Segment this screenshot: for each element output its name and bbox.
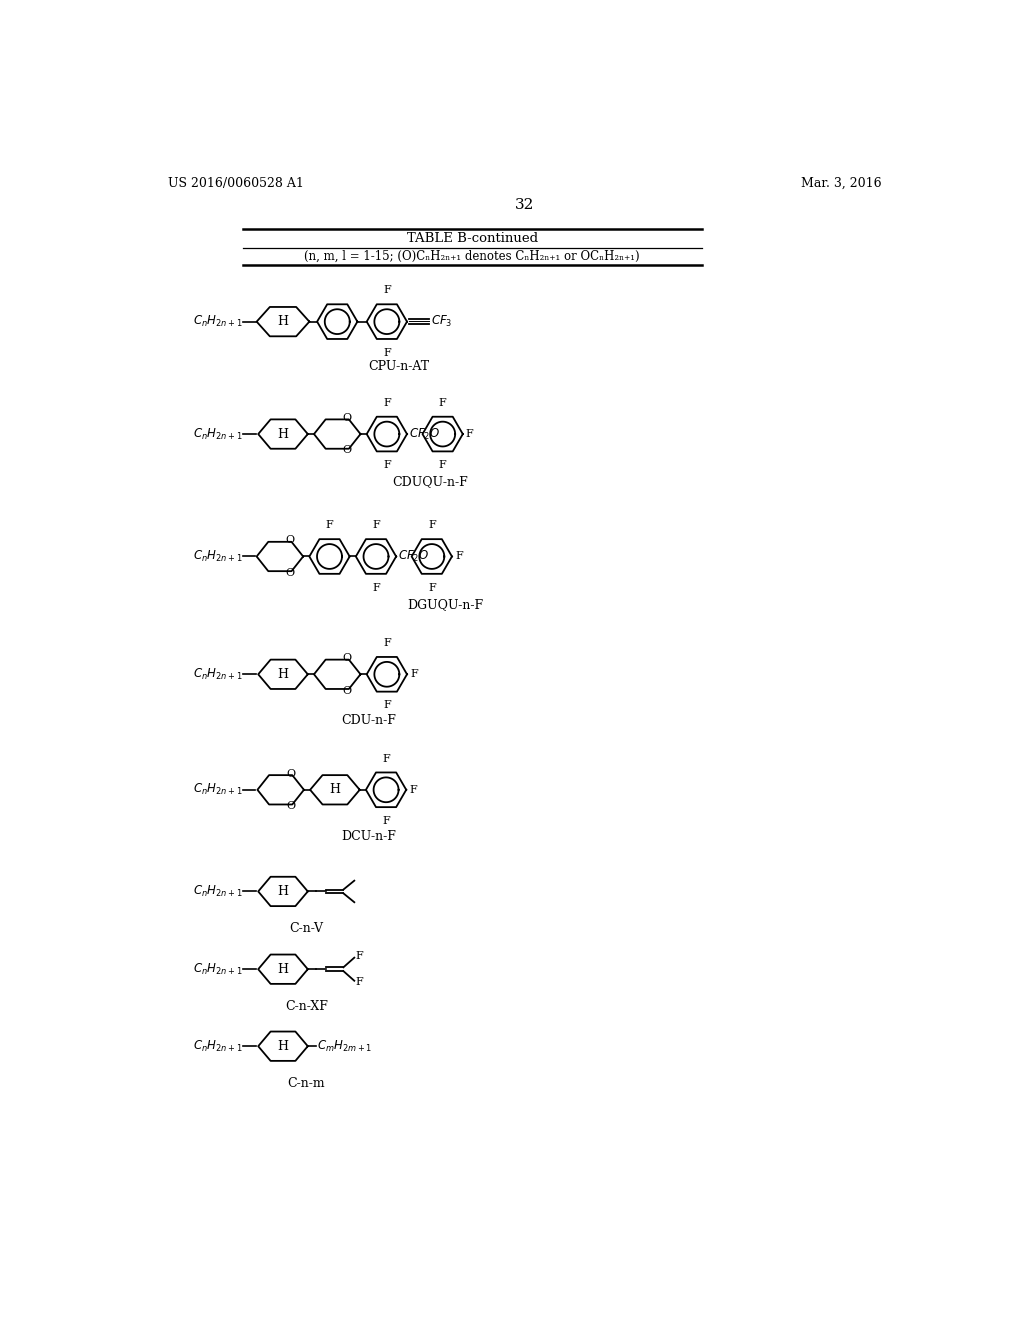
Text: C-n-V: C-n-V bbox=[289, 921, 324, 935]
Text: F: F bbox=[383, 348, 391, 358]
Text: F: F bbox=[356, 977, 364, 987]
Text: F: F bbox=[372, 582, 380, 593]
Text: DGUQU-n-F: DGUQU-n-F bbox=[408, 598, 483, 611]
Text: F: F bbox=[383, 701, 391, 710]
Text: O: O bbox=[343, 653, 352, 663]
Text: CPU-n-AT: CPU-n-AT bbox=[369, 360, 430, 372]
Text: H: H bbox=[278, 428, 289, 441]
Text: F: F bbox=[410, 669, 418, 680]
Text: F: F bbox=[383, 397, 391, 408]
Text: $C_nH_{2n+1}$: $C_nH_{2n+1}$ bbox=[194, 667, 243, 682]
Text: F: F bbox=[428, 520, 435, 531]
Text: H: H bbox=[278, 962, 289, 975]
Text: O: O bbox=[286, 768, 295, 779]
Text: 32: 32 bbox=[515, 198, 535, 211]
Text: O: O bbox=[286, 536, 295, 545]
Text: (n, m, l = 1-15; (O)CₙH₂ₙ₊₁ denotes CₙH₂ₙ₊₁ or OCₙH₂ₙ₊₁): (n, m, l = 1-15; (O)CₙH₂ₙ₊₁ denotes CₙH₂… bbox=[304, 249, 640, 263]
Text: O: O bbox=[286, 568, 295, 578]
Text: F: F bbox=[372, 520, 380, 531]
Text: $C_nH_{2n+1}$: $C_nH_{2n+1}$ bbox=[194, 783, 243, 797]
Text: $CF_3$: $CF_3$ bbox=[431, 314, 453, 329]
Text: F: F bbox=[438, 461, 446, 470]
Text: F: F bbox=[326, 520, 334, 531]
Text: $C_mH_{2m+1}$: $C_mH_{2m+1}$ bbox=[317, 1039, 372, 1053]
Text: $C_nH_{2n+1}$: $C_nH_{2n+1}$ bbox=[194, 426, 243, 442]
Text: $C_nH_{2n+1}$: $C_nH_{2n+1}$ bbox=[194, 962, 243, 977]
Text: F: F bbox=[466, 429, 474, 440]
Text: CDU-n-F: CDU-n-F bbox=[341, 714, 395, 727]
Text: F: F bbox=[383, 285, 391, 296]
Text: O: O bbox=[343, 685, 352, 696]
Text: $C_nH_{2n+1}$: $C_nH_{2n+1}$ bbox=[194, 1039, 243, 1053]
Text: F: F bbox=[382, 754, 390, 763]
Text: H: H bbox=[278, 1040, 289, 1053]
Text: F: F bbox=[383, 461, 391, 470]
Text: Mar. 3, 2016: Mar. 3, 2016 bbox=[801, 177, 882, 190]
Text: $CF_2O$: $CF_2O$ bbox=[409, 426, 440, 442]
Text: CDUQU-n-F: CDUQU-n-F bbox=[392, 475, 468, 488]
Text: TABLE B-continued: TABLE B-continued bbox=[407, 232, 538, 246]
Text: H: H bbox=[278, 884, 289, 898]
Text: $C_nH_{2n+1}$: $C_nH_{2n+1}$ bbox=[194, 884, 243, 899]
Text: $C_nH_{2n+1}$: $C_nH_{2n+1}$ bbox=[194, 314, 243, 329]
Text: C-n-m: C-n-m bbox=[288, 1077, 325, 1090]
Text: F: F bbox=[382, 816, 390, 826]
Text: $CF_2O$: $CF_2O$ bbox=[397, 549, 429, 564]
Text: H: H bbox=[330, 783, 340, 796]
Text: US 2016/0060528 A1: US 2016/0060528 A1 bbox=[168, 177, 304, 190]
Text: H: H bbox=[278, 315, 289, 329]
Text: F: F bbox=[455, 552, 463, 561]
Text: H: H bbox=[278, 668, 289, 681]
Text: F: F bbox=[356, 952, 364, 961]
Text: F: F bbox=[438, 397, 446, 408]
Text: DCU-n-F: DCU-n-F bbox=[341, 829, 395, 842]
Text: $C_nH_{2n+1}$: $C_nH_{2n+1}$ bbox=[194, 549, 243, 564]
Text: C-n-XF: C-n-XF bbox=[285, 999, 328, 1012]
Text: F: F bbox=[428, 582, 435, 593]
Text: F: F bbox=[410, 785, 417, 795]
Text: O: O bbox=[286, 801, 295, 810]
Text: O: O bbox=[343, 445, 352, 455]
Text: O: O bbox=[343, 413, 352, 422]
Text: F: F bbox=[383, 638, 391, 648]
